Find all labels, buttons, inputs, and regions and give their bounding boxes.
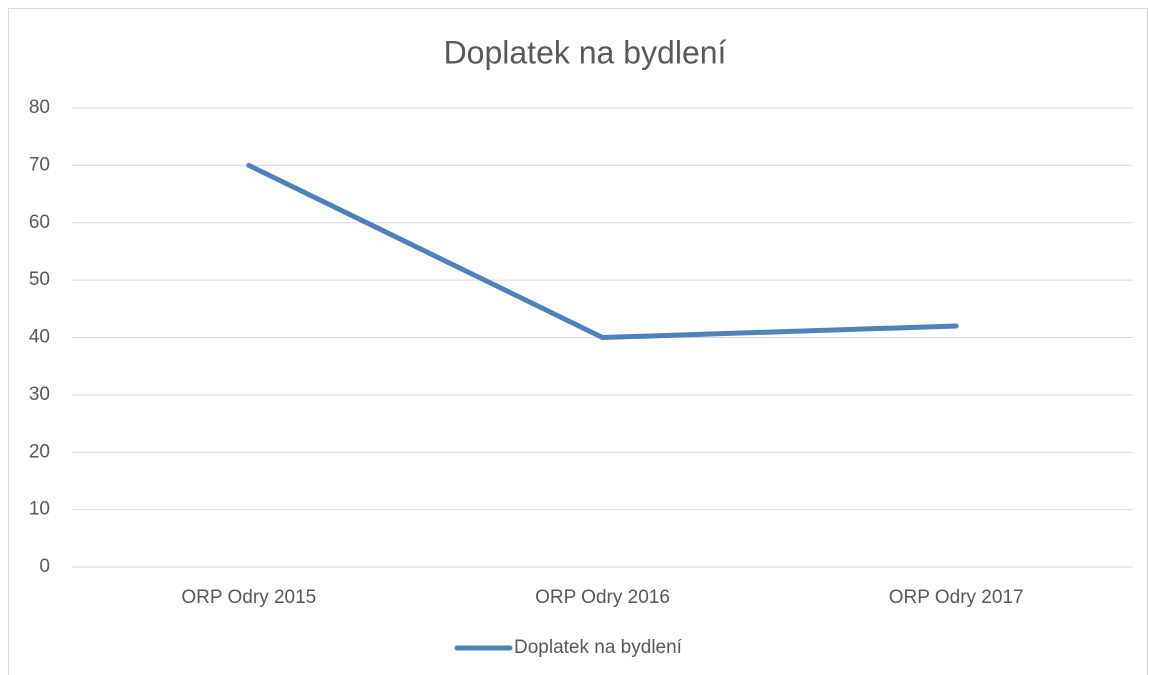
- y-tick-label: 0: [39, 556, 50, 577]
- chart-border: [8, 8, 1148, 675]
- legend-label: Doplatek na bydlení: [514, 637, 683, 658]
- x-tick-label: ORP Odry 2016: [535, 587, 670, 608]
- y-tick-label: 40: [29, 327, 50, 348]
- y-tick-label: 50: [29, 269, 50, 290]
- y-tick-label: 30: [29, 384, 50, 405]
- y-tick-label: 80: [29, 97, 50, 118]
- y-tick-label: 70: [29, 154, 50, 175]
- line-series: [246, 162, 959, 340]
- y-tick-label: 10: [29, 499, 50, 520]
- chart-title: Doplatek na bydlení: [444, 34, 727, 70]
- x-tick-label: ORP Odry 2017: [889, 587, 1024, 608]
- y-tick-label: 20: [29, 441, 50, 462]
- x-tick-label: ORP Odry 2015: [181, 587, 316, 608]
- y-tick-label: 60: [29, 212, 50, 233]
